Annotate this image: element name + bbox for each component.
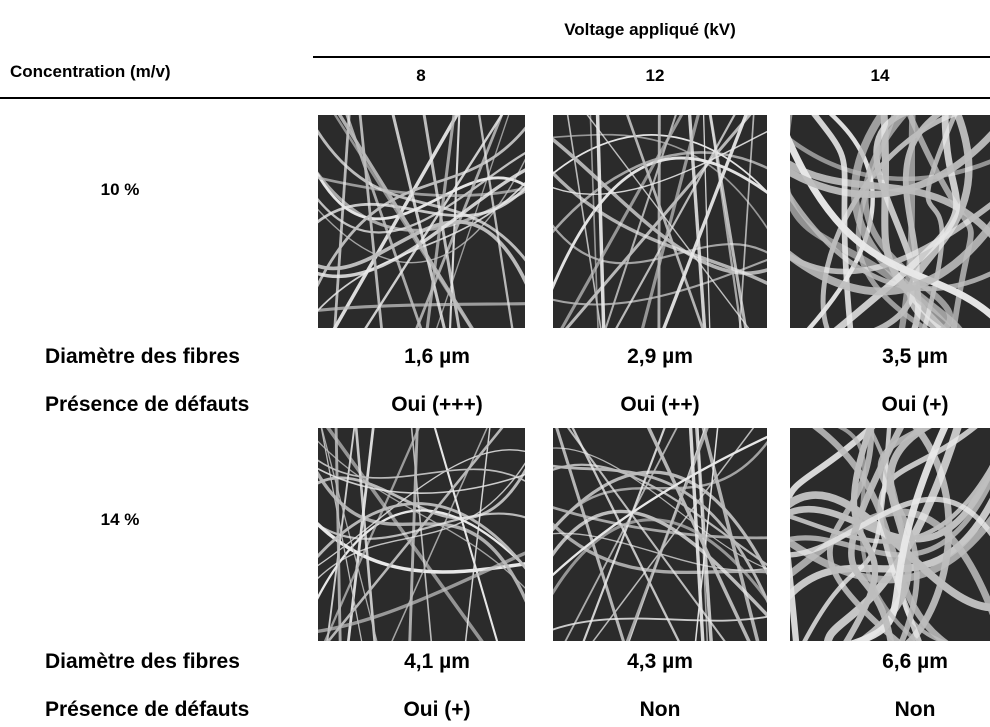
group-title: Voltage appliqué (kV) (564, 20, 736, 40)
rule (0, 97, 990, 99)
rule (313, 56, 990, 58)
column-header: 12 (646, 66, 665, 86)
row-title: Concentration (m/v) (10, 62, 171, 82)
column-header: 14 (871, 66, 890, 86)
diameter-value: 4,1 µm (404, 650, 470, 674)
defect-value: Non (640, 698, 681, 722)
sem-image (553, 428, 767, 641)
row-label: Présence de défauts (45, 393, 249, 417)
diameter-value: 3,5 µm (882, 345, 948, 369)
diameter-value: 4,3 µm (627, 650, 693, 674)
row-label: Présence de défauts (45, 698, 249, 722)
defect-value: Oui (+++) (391, 393, 483, 417)
sem-image (318, 428, 525, 641)
concentration: 14 % (101, 510, 140, 530)
sem-image (318, 115, 525, 328)
defect-value: Oui (++) (620, 393, 699, 417)
sem-image (790, 115, 990, 328)
defect-value: Non (895, 698, 936, 722)
concentration: 10 % (101, 180, 140, 200)
row-label: Diamètre des fibres (45, 345, 240, 369)
diameter-value: 1,6 µm (404, 345, 470, 369)
row-label: Diamètre des fibres (45, 650, 240, 674)
sem-image (553, 115, 767, 328)
diameter-value: 6,6 µm (882, 650, 948, 674)
table-figure: Voltage appliqué (kV) Concentration (m/v… (0, 0, 990, 727)
column-header: 8 (416, 66, 425, 86)
defect-value: Oui (+) (881, 393, 948, 417)
diameter-value: 2,9 µm (627, 345, 693, 369)
sem-image (790, 428, 990, 641)
defect-value: Oui (+) (403, 698, 470, 722)
